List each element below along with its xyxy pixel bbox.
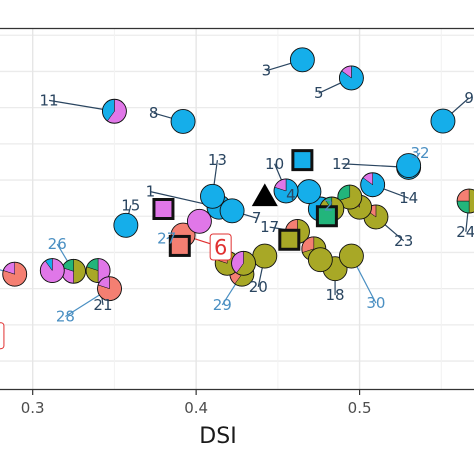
label-18: 18 <box>326 286 345 304</box>
label-15: 15 <box>121 196 140 214</box>
group-marker-triangle <box>251 183 278 207</box>
point-24 <box>456 188 474 214</box>
group-marker-square-1 <box>152 198 175 220</box>
label-box-19 <box>0 322 5 350</box>
x-axis-title: DSI <box>199 424 236 449</box>
label-28: 28 <box>56 308 75 326</box>
label-4: 4 <box>286 186 296 204</box>
pie-outline <box>273 178 299 204</box>
label-21: 21 <box>93 296 112 314</box>
label-12: 12 <box>332 155 351 173</box>
label-30: 30 <box>366 294 385 312</box>
point-27 <box>186 208 212 234</box>
label-20: 20 <box>249 278 268 296</box>
label-27: 27 <box>157 230 176 248</box>
label-14: 14 <box>399 189 418 207</box>
pie-outline <box>337 184 363 210</box>
label-9: 9 <box>464 89 474 107</box>
label-29: 29 <box>213 296 232 314</box>
pie-slice <box>307 247 333 273</box>
group-marker-square-0 <box>291 149 314 172</box>
label-box-6 <box>209 233 232 261</box>
point-30 <box>338 243 364 269</box>
label-5: 5 <box>314 84 324 102</box>
pie-outline <box>360 172 386 198</box>
pie-slice <box>219 198 245 224</box>
point-28 <box>97 276 122 302</box>
label-23: 23 <box>394 232 413 250</box>
label-8: 8 <box>149 104 159 122</box>
point-9 <box>430 108 456 134</box>
label-3: 3 <box>262 62 272 80</box>
point-11 <box>101 98 127 124</box>
pie-slice <box>186 208 212 234</box>
pie-outline <box>2 261 28 287</box>
label-2: 2 <box>324 196 334 214</box>
pie-slice <box>289 47 315 73</box>
pie-outline <box>39 258 65 283</box>
label-24: 24 <box>456 223 474 241</box>
point-14 <box>360 172 386 198</box>
pie-outline <box>231 250 256 276</box>
point-4 <box>296 179 322 205</box>
group-marker-square-2 <box>168 234 191 257</box>
pie-outline <box>456 188 474 214</box>
point-13 <box>200 183 225 209</box>
x-tick-label: 0.3 <box>21 399 45 417</box>
point-unlabeled <box>337 184 363 210</box>
pie-outline <box>97 276 122 302</box>
point-26 <box>61 258 87 284</box>
pie-slice <box>200 183 225 209</box>
label-17: 17 <box>260 218 279 236</box>
pie-outline <box>101 98 127 124</box>
x-tick-label: 0.5 <box>348 399 372 417</box>
point-unlabeled <box>307 247 333 273</box>
label-13: 13 <box>208 151 227 169</box>
group-markers <box>152 149 338 257</box>
point-5 <box>338 65 364 91</box>
pie-slice <box>430 108 456 134</box>
x-tick-label: 0.4 <box>184 399 208 417</box>
label-7: 7 <box>252 209 262 227</box>
pie-slice <box>396 153 422 179</box>
point-7 <box>219 198 245 224</box>
point-3 <box>289 47 315 73</box>
group-marker-square-4 <box>278 228 301 251</box>
pie-outline <box>338 65 364 91</box>
label-26: 26 <box>48 235 67 253</box>
label-6: 6 <box>214 236 227 260</box>
pie-slice <box>113 212 139 238</box>
pie-slice <box>468 188 474 214</box>
point-20 <box>252 243 278 269</box>
group-marker-square-3 <box>315 205 338 228</box>
pie-slice <box>252 243 278 269</box>
point-8 <box>170 108 196 134</box>
pie-slice <box>170 108 196 134</box>
label-1: 1 <box>146 183 156 201</box>
pie-slice <box>296 179 322 205</box>
point-31 <box>2 261 28 287</box>
point-15 <box>113 212 139 238</box>
point-unlabeled <box>231 250 256 276</box>
x-axis-ticks: 0.3 0.4 0.5 <box>21 390 372 417</box>
point-10 <box>273 178 299 204</box>
label-32: 32 <box>411 144 430 162</box>
label-10: 10 <box>265 155 284 173</box>
pie-slice <box>338 243 364 269</box>
label-11: 11 <box>39 91 58 109</box>
pie-outline <box>85 258 111 283</box>
point-unlabeled <box>39 258 65 283</box>
point-32 <box>396 153 422 179</box>
data-points <box>2 47 474 302</box>
